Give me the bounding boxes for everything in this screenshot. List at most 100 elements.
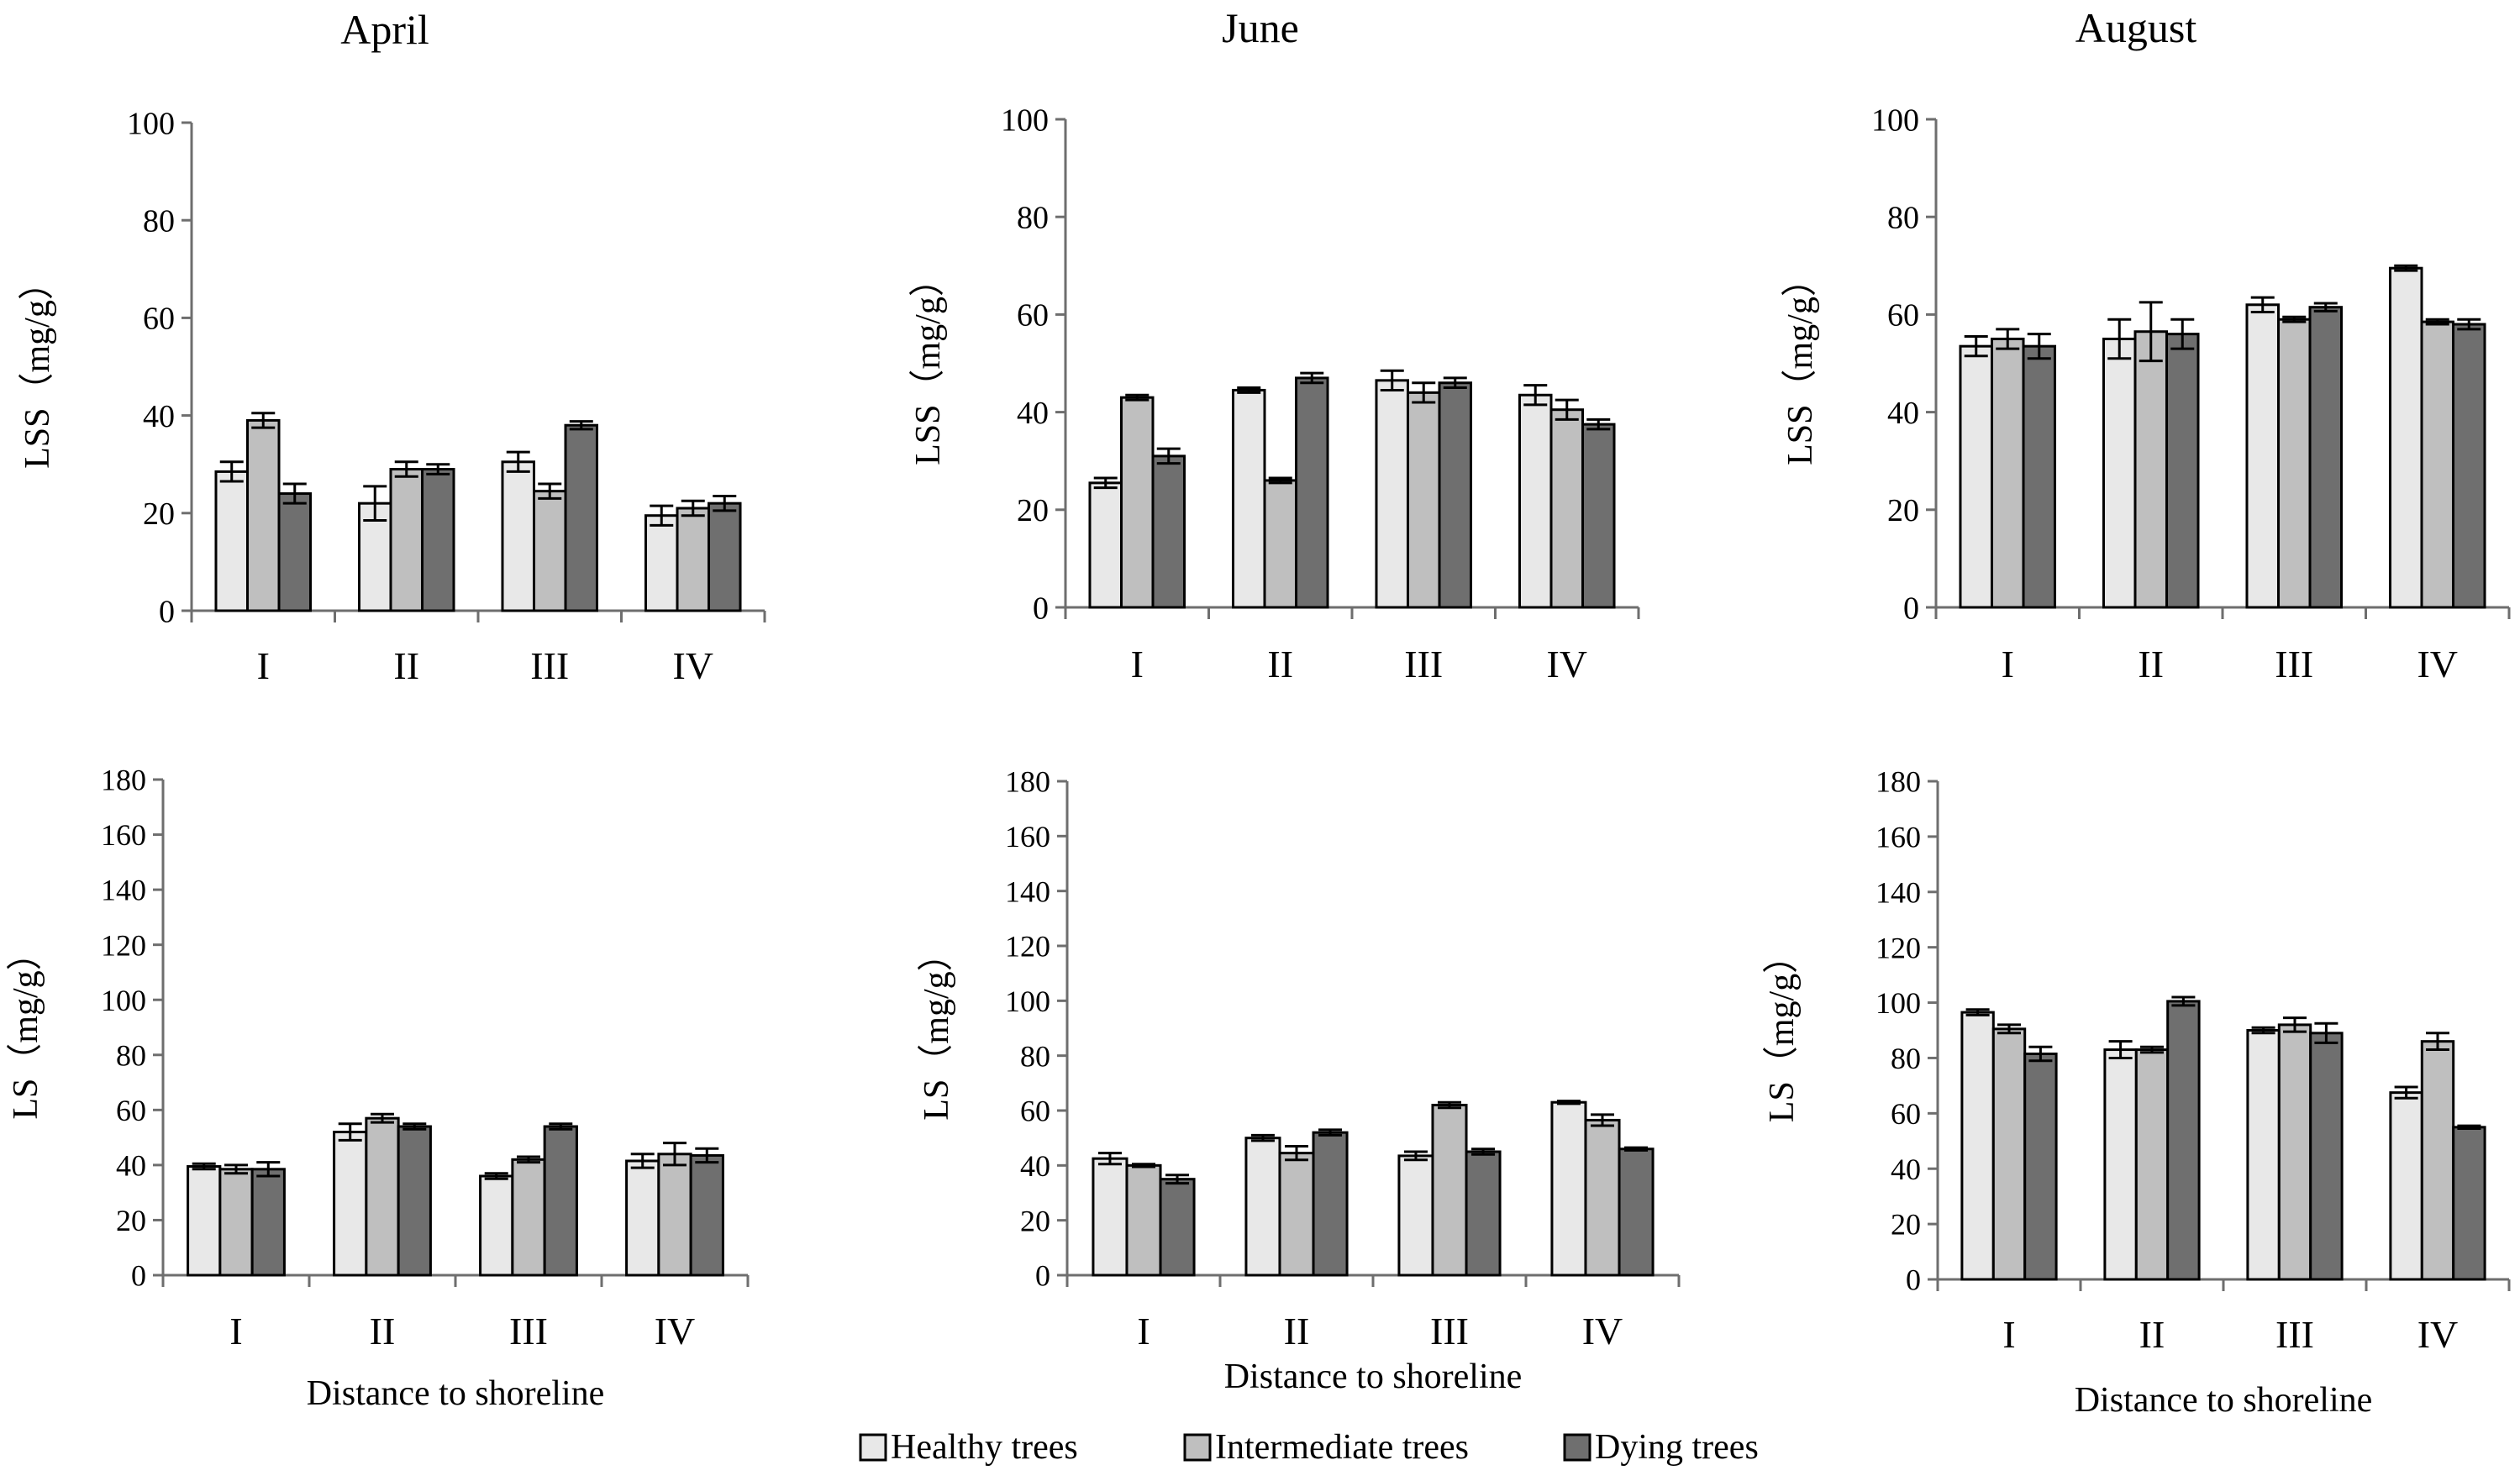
bar-intermediate-trees bbox=[1584, 1118, 1621, 1277]
x-category-label: II bbox=[2139, 1313, 2165, 1356]
bar-healthy-trees bbox=[1550, 1100, 1587, 1277]
bar-intermediate-trees bbox=[532, 490, 567, 612]
y-axis-label: LSS（mg/g） bbox=[1781, 261, 1820, 465]
bar-intermediate-trees bbox=[1990, 337, 2025, 609]
legend-swatch bbox=[1183, 1433, 1212, 1462]
x-axis-label: Distance to shoreline bbox=[2075, 1381, 2373, 1420]
y-tick-label: 0 bbox=[1903, 591, 1919, 626]
y-tick-label: 40 bbox=[1887, 396, 1919, 431]
bar-healthy-trees bbox=[214, 470, 249, 612]
bar-healthy-trees bbox=[333, 1131, 368, 1277]
bar-dying-trees bbox=[1618, 1148, 1655, 1277]
y-tick-label: 120 bbox=[1005, 930, 1050, 964]
bar-intermediate-trees bbox=[218, 1168, 254, 1277]
y-tick-label: 140 bbox=[1005, 874, 1050, 908]
y-tick-label: 20 bbox=[143, 496, 175, 532]
bar-dying-trees bbox=[1465, 1150, 1502, 1277]
y-tick-label: 20 bbox=[1891, 1208, 1921, 1242]
y-tick-label: 80 bbox=[1017, 201, 1049, 236]
bar-dying-trees bbox=[543, 1125, 578, 1277]
y-tick-label: 20 bbox=[1020, 1204, 1050, 1237]
x-category-label: IV bbox=[2417, 643, 2458, 685]
bar-healthy-trees bbox=[1088, 481, 1123, 609]
bar-dying-trees bbox=[1581, 423, 1616, 609]
bar-dying-trees bbox=[1295, 376, 1329, 609]
y-tick-label: 120 bbox=[101, 928, 146, 962]
y-axis-label: LS（mg/g） bbox=[1763, 938, 1802, 1122]
bar-dying-trees bbox=[421, 468, 455, 612]
y-tick-label: 180 bbox=[1876, 765, 1921, 799]
y-tick-label: 40 bbox=[1020, 1149, 1050, 1183]
y-tick-label: 0 bbox=[1033, 591, 1049, 626]
y-tick-label: 160 bbox=[101, 818, 146, 852]
x-category-label: I bbox=[2002, 1313, 2015, 1356]
y-tick-label: 0 bbox=[1035, 1259, 1050, 1293]
y-axis-label: LSS（mg/g） bbox=[18, 265, 57, 469]
legend-swatch bbox=[1563, 1433, 1591, 1462]
bar-intermediate-trees bbox=[1991, 1027, 2027, 1281]
bar-healthy-trees bbox=[2388, 266, 2423, 609]
bar-intermediate-trees bbox=[245, 418, 281, 612]
bar-intermediate-trees bbox=[657, 1153, 692, 1277]
y-tick-label: 60 bbox=[1017, 298, 1049, 333]
x-category-label: II bbox=[393, 644, 419, 687]
bar-healthy-trees bbox=[2103, 1048, 2138, 1281]
x-category-label: IV bbox=[2417, 1313, 2459, 1356]
bar-dying-trees bbox=[2452, 323, 2486, 609]
y-axis-label: LSS（mg/g） bbox=[909, 261, 948, 465]
y-tick-label: 0 bbox=[1906, 1263, 1921, 1297]
bar-intermediate-trees bbox=[389, 468, 424, 612]
x-category-label: III bbox=[1404, 643, 1443, 685]
bar-dying-trees bbox=[1159, 1178, 1196, 1277]
y-tick-label: 0 bbox=[159, 594, 175, 629]
bar-intermediate-trees bbox=[1431, 1103, 1468, 1277]
bar-dying-trees bbox=[689, 1153, 724, 1277]
bar-healthy-trees bbox=[1244, 1137, 1281, 1277]
x-category-label: II bbox=[370, 1310, 396, 1352]
x-category-label: IV bbox=[1546, 643, 1587, 685]
x-category-label: I bbox=[229, 1310, 242, 1352]
x-axis-label: Distance to shoreline bbox=[307, 1374, 605, 1413]
y-tick-label: 40 bbox=[116, 1148, 146, 1182]
bar-dying-trees bbox=[708, 502, 742, 612]
bar-intermediate-trees bbox=[1125, 1163, 1162, 1277]
bar-dying-trees bbox=[1312, 1131, 1349, 1277]
x-category-label: IV bbox=[1582, 1310, 1623, 1352]
x-category-label: IV bbox=[672, 644, 713, 687]
y-tick-label: 80 bbox=[116, 1038, 146, 1072]
x-category-label: III bbox=[530, 644, 569, 687]
y-tick-label: 80 bbox=[143, 204, 175, 239]
x-category-label: II bbox=[2138, 643, 2164, 685]
bar-intermediate-trees bbox=[1263, 479, 1298, 609]
bar-healthy-trees bbox=[1960, 1011, 1995, 1281]
x-category-label: I bbox=[1131, 643, 1144, 685]
y-tick-label: 60 bbox=[1020, 1095, 1050, 1128]
bar-intermediate-trees bbox=[1406, 391, 1441, 609]
y-axis-label: LS（mg/g） bbox=[7, 935, 45, 1119]
bar-healthy-trees bbox=[1518, 393, 1553, 609]
bar-intermediate-trees bbox=[1278, 1152, 1315, 1277]
y-tick-label: 140 bbox=[1876, 875, 1921, 909]
y-tick-label: 120 bbox=[1876, 931, 1921, 964]
chart-title: August bbox=[2075, 4, 2197, 51]
bar-dying-trees bbox=[397, 1125, 432, 1277]
bar-intermediate-trees bbox=[1119, 396, 1155, 609]
bar-healthy-trees bbox=[2102, 337, 2137, 609]
bar-dying-trees bbox=[2309, 1032, 2344, 1281]
y-tick-label: 100 bbox=[1871, 102, 1919, 138]
bar-dying-trees bbox=[2023, 1053, 2058, 1281]
y-tick-label: 80 bbox=[1020, 1039, 1050, 1073]
x-category-label: IV bbox=[655, 1310, 696, 1352]
bar-dying-trees bbox=[277, 492, 313, 612]
bar-dying-trees bbox=[1151, 454, 1186, 609]
legend: Healthy trees Intermediate trees Dying tre… bbox=[859, 1428, 1759, 1467]
bar-intermediate-trees bbox=[2277, 1023, 2312, 1281]
